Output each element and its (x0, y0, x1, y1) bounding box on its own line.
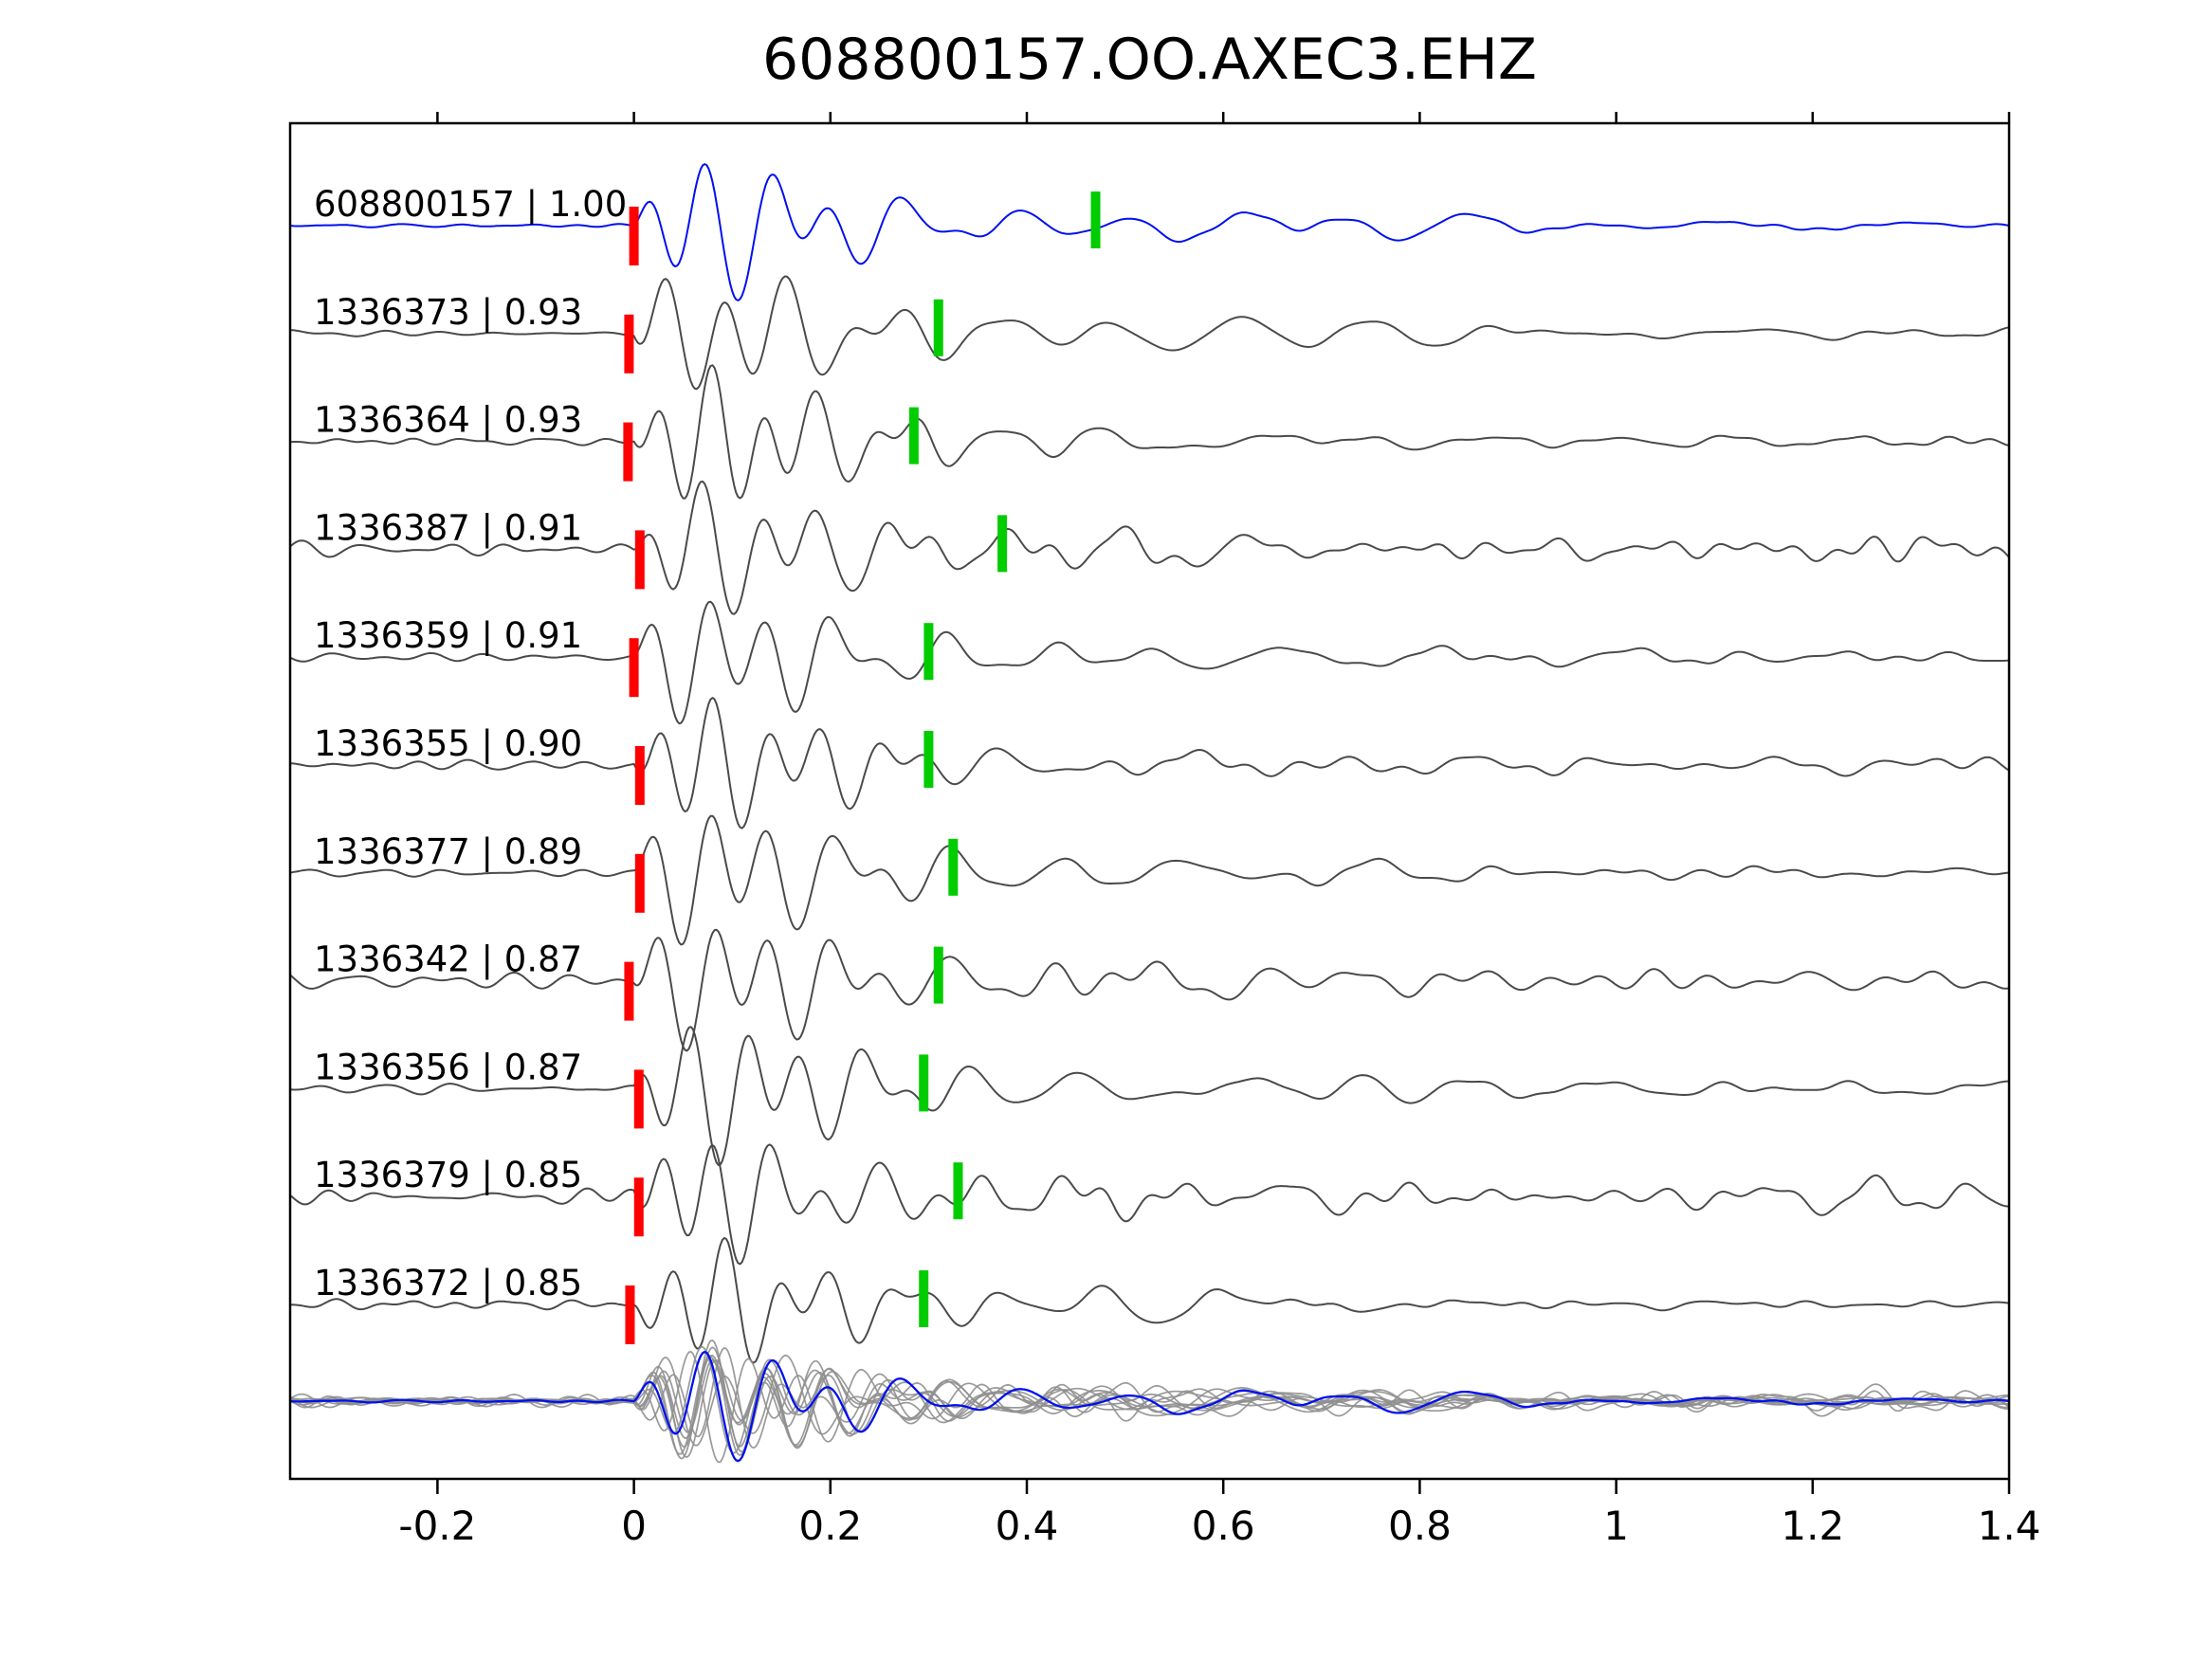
pick-marker-red (624, 961, 634, 1021)
trace-label: 1336372 | 0.85 (314, 1263, 582, 1304)
pick-marker-red (634, 530, 645, 590)
trace-label: 1336359 | 0.91 (314, 615, 582, 656)
trace-label: 1336364 | 0.93 (314, 400, 582, 441)
pick-marker-red (625, 1285, 635, 1344)
member-waveform-trace (290, 814, 2009, 946)
chart-title: 608800157.OO.AXEC3.EHZ (761, 27, 1538, 93)
x-tick-label: 1.2 (1781, 1503, 1844, 1549)
member-waveform-trace (290, 600, 2009, 725)
reference-waveform-trace (290, 163, 2009, 301)
plot-border (288, 121, 2011, 1481)
pick-marker-red (624, 314, 634, 374)
overlay-gray-trace (290, 1339, 2009, 1448)
pick-marker-green (919, 1270, 929, 1327)
member-waveform-trace (290, 928, 2009, 1052)
x-tick-label: 0.8 (1388, 1503, 1452, 1549)
pick-marker-red (629, 207, 639, 265)
pick-marker-green (923, 623, 934, 681)
pick-marker-green (923, 731, 934, 788)
member-waveform-trace (290, 1143, 2009, 1266)
pick-marker-green (933, 299, 943, 356)
pick-marker-green (1090, 191, 1101, 248)
pick-marker-red (634, 746, 645, 805)
member-waveform-trace (290, 1236, 2009, 1364)
x-tick-label: 0.4 (996, 1503, 1059, 1549)
pick-marker-green (933, 946, 943, 1004)
trace-label: 1336356 | 0.87 (314, 1047, 582, 1087)
x-tick-label: 0.6 (1192, 1503, 1255, 1549)
trace-label: 1336387 | 0.91 (314, 507, 582, 548)
trace-label: 608800157 | 1.00 (314, 184, 627, 225)
overlay-gray-trace (290, 1350, 2009, 1464)
member-waveform-trace (290, 275, 2009, 391)
trace-label: 1336373 | 0.93 (314, 292, 582, 333)
x-tick-label: 0 (621, 1503, 647, 1549)
member-waveform-trace (290, 364, 2009, 500)
pick-marker-green (919, 1054, 929, 1112)
pick-marker-red (634, 853, 645, 913)
member-waveform-trace (290, 1026, 2009, 1166)
pick-marker-red (629, 638, 639, 698)
pick-marker-green (997, 515, 1008, 573)
pick-marker-green (948, 838, 959, 896)
overlay-reference-trace (290, 1350, 2009, 1463)
pick-marker-red (633, 1177, 644, 1237)
x-tick-label: -0.2 (398, 1503, 476, 1549)
trace-label: 1336342 | 0.87 (314, 939, 582, 980)
pick-marker-red (623, 422, 633, 482)
member-waveform-trace (290, 480, 2009, 615)
pick-marker-green (908, 407, 919, 465)
trace-label: 1336379 | 0.85 (314, 1155, 582, 1195)
x-tick-label: 1.4 (1978, 1503, 2041, 1549)
member-waveform-trace (290, 697, 2009, 830)
overlay-gray-trace (290, 1346, 2009, 1449)
x-tick-label: 1 (1603, 1503, 1629, 1549)
pick-marker-red (633, 1069, 644, 1129)
trace-label: 1336377 | 0.89 (314, 831, 582, 872)
trace-label: 1336355 | 0.90 (314, 723, 582, 764)
x-tick-label: 0.2 (798, 1503, 862, 1549)
pick-marker-green (953, 1162, 963, 1220)
waveforms-group (290, 163, 2009, 1464)
